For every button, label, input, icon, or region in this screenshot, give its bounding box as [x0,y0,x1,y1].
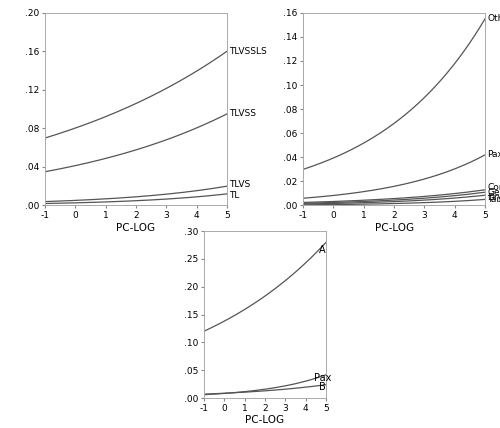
Text: A: A [319,245,326,255]
X-axis label: PC-LOG: PC-LOG [246,415,284,425]
Text: Pax: Pax [314,373,332,383]
Text: TLVSSLS: TLVSSLS [229,47,267,56]
Text: Pax: Pax [488,150,500,159]
Text: Con: Con [488,184,500,193]
Text: Gen: Gen [488,188,500,197]
Text: TLVSS: TLVSS [229,110,256,119]
Text: Dry: Dry [488,193,500,202]
Text: TL: TL [229,191,239,200]
Text: Other: Other [488,15,500,24]
Text: B: B [319,382,326,392]
Text: Tan: Tan [488,195,500,204]
X-axis label: PC-LOG: PC-LOG [116,223,156,233]
X-axis label: PC-LOG: PC-LOG [374,223,414,233]
Text: TLVS: TLVS [229,180,250,189]
